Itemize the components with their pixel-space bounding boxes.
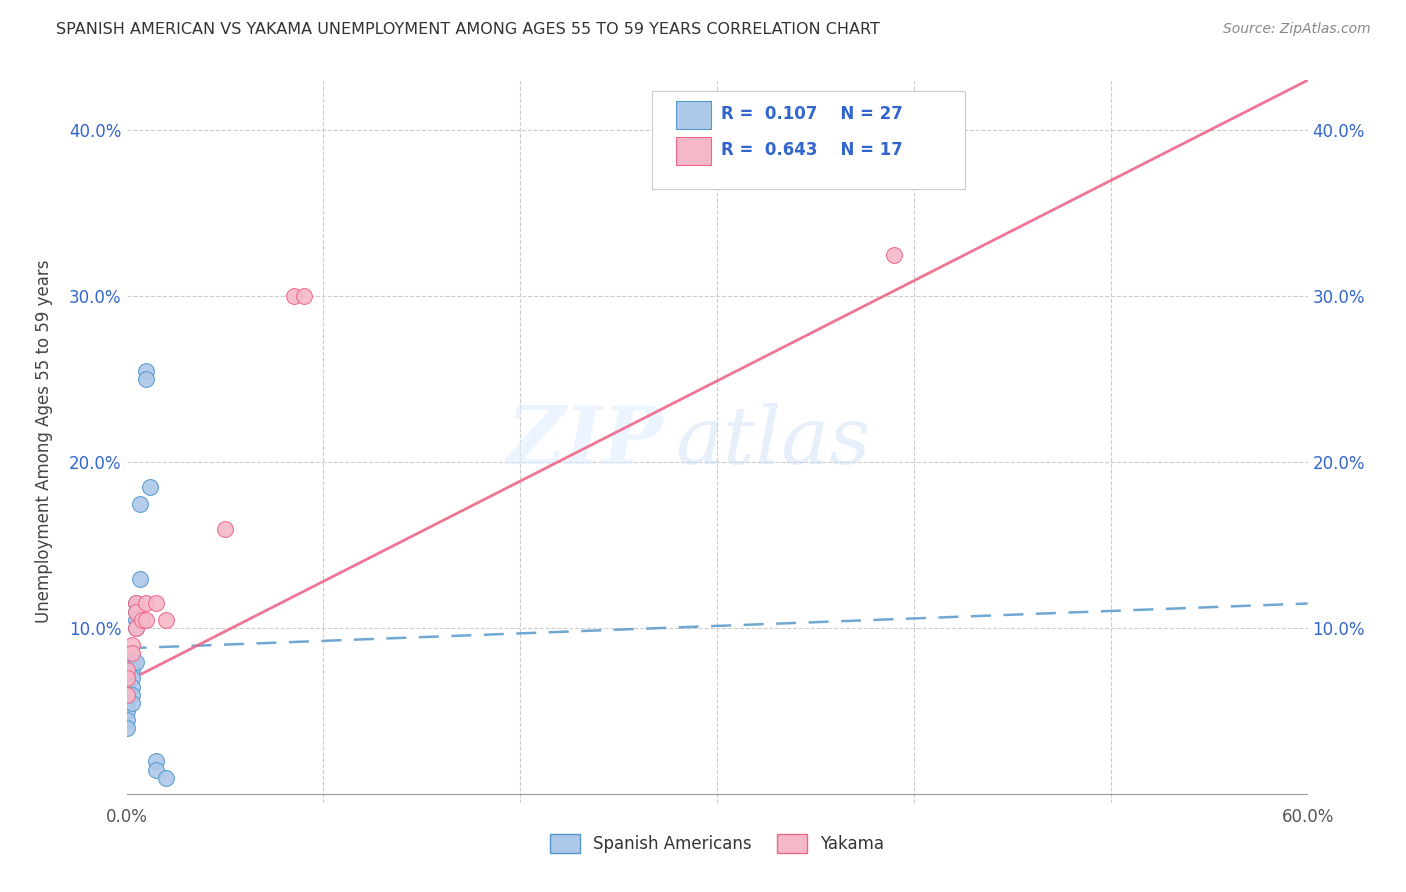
Point [115,663,138,677]
Point [129,572,152,586]
Point [135,613,157,627]
Point [121,696,143,710]
Y-axis label: Unemployment Among Ages 55 to 59 years: Unemployment Among Ages 55 to 59 years [35,260,52,624]
Point [115,663,138,677]
Legend: Spanish Americans, Yakama: Spanish Americans, Yakama [543,827,891,860]
Point [115,671,138,685]
Point [139,480,162,494]
Point [125,597,148,611]
Point [125,613,148,627]
Point [155,771,177,785]
Point [135,372,157,386]
Text: R =  0.643    N = 17: R = 0.643 N = 17 [721,141,903,160]
Text: ZIP: ZIP [508,403,664,480]
Point [125,605,148,619]
Point [145,763,167,777]
Point [131,613,153,627]
Point [121,680,143,694]
Point [125,597,148,611]
Point [121,671,143,685]
Point [115,713,138,727]
Point [115,696,138,710]
Point [155,613,177,627]
Point [115,705,138,719]
Point [135,597,157,611]
Point [115,721,138,735]
Point [135,364,157,378]
Point [115,671,138,685]
Point [283,289,305,303]
Bar [676,137,711,165]
Point [292,289,315,303]
Point [125,605,148,619]
Text: SPANISH AMERICAN VS YAKAMA UNEMPLOYMENT AMONG AGES 55 TO 59 YEARS CORRELATION CH: SPANISH AMERICAN VS YAKAMA UNEMPLOYMENT … [56,22,880,37]
Point [115,688,138,702]
Point [129,497,152,511]
Point [121,663,143,677]
FancyBboxPatch shape [652,91,965,189]
Bar [676,101,711,128]
Point [883,248,905,262]
Point [115,680,138,694]
Point [121,655,143,669]
Point [125,621,148,635]
Point [145,597,167,611]
Point [125,621,148,635]
Point [145,754,167,768]
Text: R =  0.107    N = 27: R = 0.107 N = 27 [721,105,903,123]
Text: atlas: atlas [676,403,872,480]
Point [121,646,143,660]
Point [121,688,143,702]
Point [115,688,138,702]
Point [121,638,143,652]
Text: Source: ZipAtlas.com: Source: ZipAtlas.com [1223,22,1371,37]
Point [214,522,236,536]
Point [125,655,148,669]
